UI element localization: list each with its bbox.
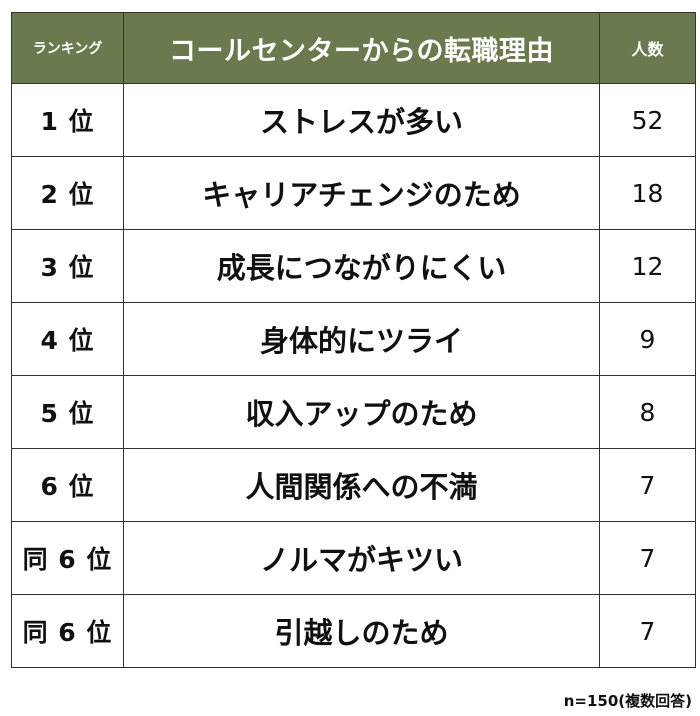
count-cell: 52 <box>599 83 696 157</box>
rank-cell: 1 位 <box>11 83 124 157</box>
count-cell: 8 <box>599 375 696 449</box>
count-cell: 7 <box>599 594 696 668</box>
reason-cell: 人間関係への不満 <box>123 448 600 522</box>
rank-cell: 6 位 <box>11 448 124 522</box>
reason-cell: 収入アップのため <box>123 375 600 449</box>
reason-cell: ノルマがキツい <box>123 521 600 595</box>
table-row: 1 位 ストレスが多い 52 <box>11 83 696 157</box>
rank-cell: 5 位 <box>11 375 124 449</box>
ranking-table: ランキング コールセンターからの転職理由 人数 1 位 ストレスが多い 52 2… <box>11 12 696 668</box>
count-cell: 12 <box>599 229 696 303</box>
table-row: 4 位 身体的にツライ 9 <box>11 302 696 376</box>
count-cell: 7 <box>599 521 696 595</box>
rank-cell: 同 6 位 <box>11 521 124 595</box>
table-row: 同 6 位 引越しのため 7 <box>11 594 696 668</box>
count-cell: 7 <box>599 448 696 522</box>
table-row: 2 位 キャリアチェンジのため 18 <box>11 156 696 230</box>
table-row: 5 位 収入アップのため 8 <box>11 375 696 449</box>
rank-cell: 4 位 <box>11 302 124 376</box>
header-rank: ランキング <box>11 12 124 84</box>
count-cell: 18 <box>599 156 696 230</box>
table-body: 1 位 ストレスが多い 52 2 位 キャリアチェンジのため 18 3 位 成長… <box>11 83 696 668</box>
table-row: 6 位 人間関係への不満 7 <box>11 448 696 522</box>
sample-size-note: n=150(複数回答) <box>563 692 692 710</box>
table-row: 同 6 位 ノルマがキツい 7 <box>11 521 696 595</box>
table-row: 3 位 成長につながりにくい 12 <box>11 229 696 303</box>
reason-cell: キャリアチェンジのため <box>123 156 600 230</box>
reason-cell: 成長につながりにくい <box>123 229 600 303</box>
header-count: 人数 <box>599 12 696 84</box>
reason-cell: 引越しのため <box>123 594 600 668</box>
rank-cell: 同 6 位 <box>11 594 124 668</box>
rank-cell: 3 位 <box>11 229 124 303</box>
table-header: ランキング コールセンターからの転職理由 人数 <box>11 12 696 84</box>
reason-cell: ストレスが多い <box>123 83 600 157</box>
header-row: ランキング コールセンターからの転職理由 人数 <box>11 12 696 84</box>
header-reason: コールセンターからの転職理由 <box>123 12 600 84</box>
rank-cell: 2 位 <box>11 156 124 230</box>
reason-cell: 身体的にツライ <box>123 302 600 376</box>
count-cell: 9 <box>599 302 696 376</box>
